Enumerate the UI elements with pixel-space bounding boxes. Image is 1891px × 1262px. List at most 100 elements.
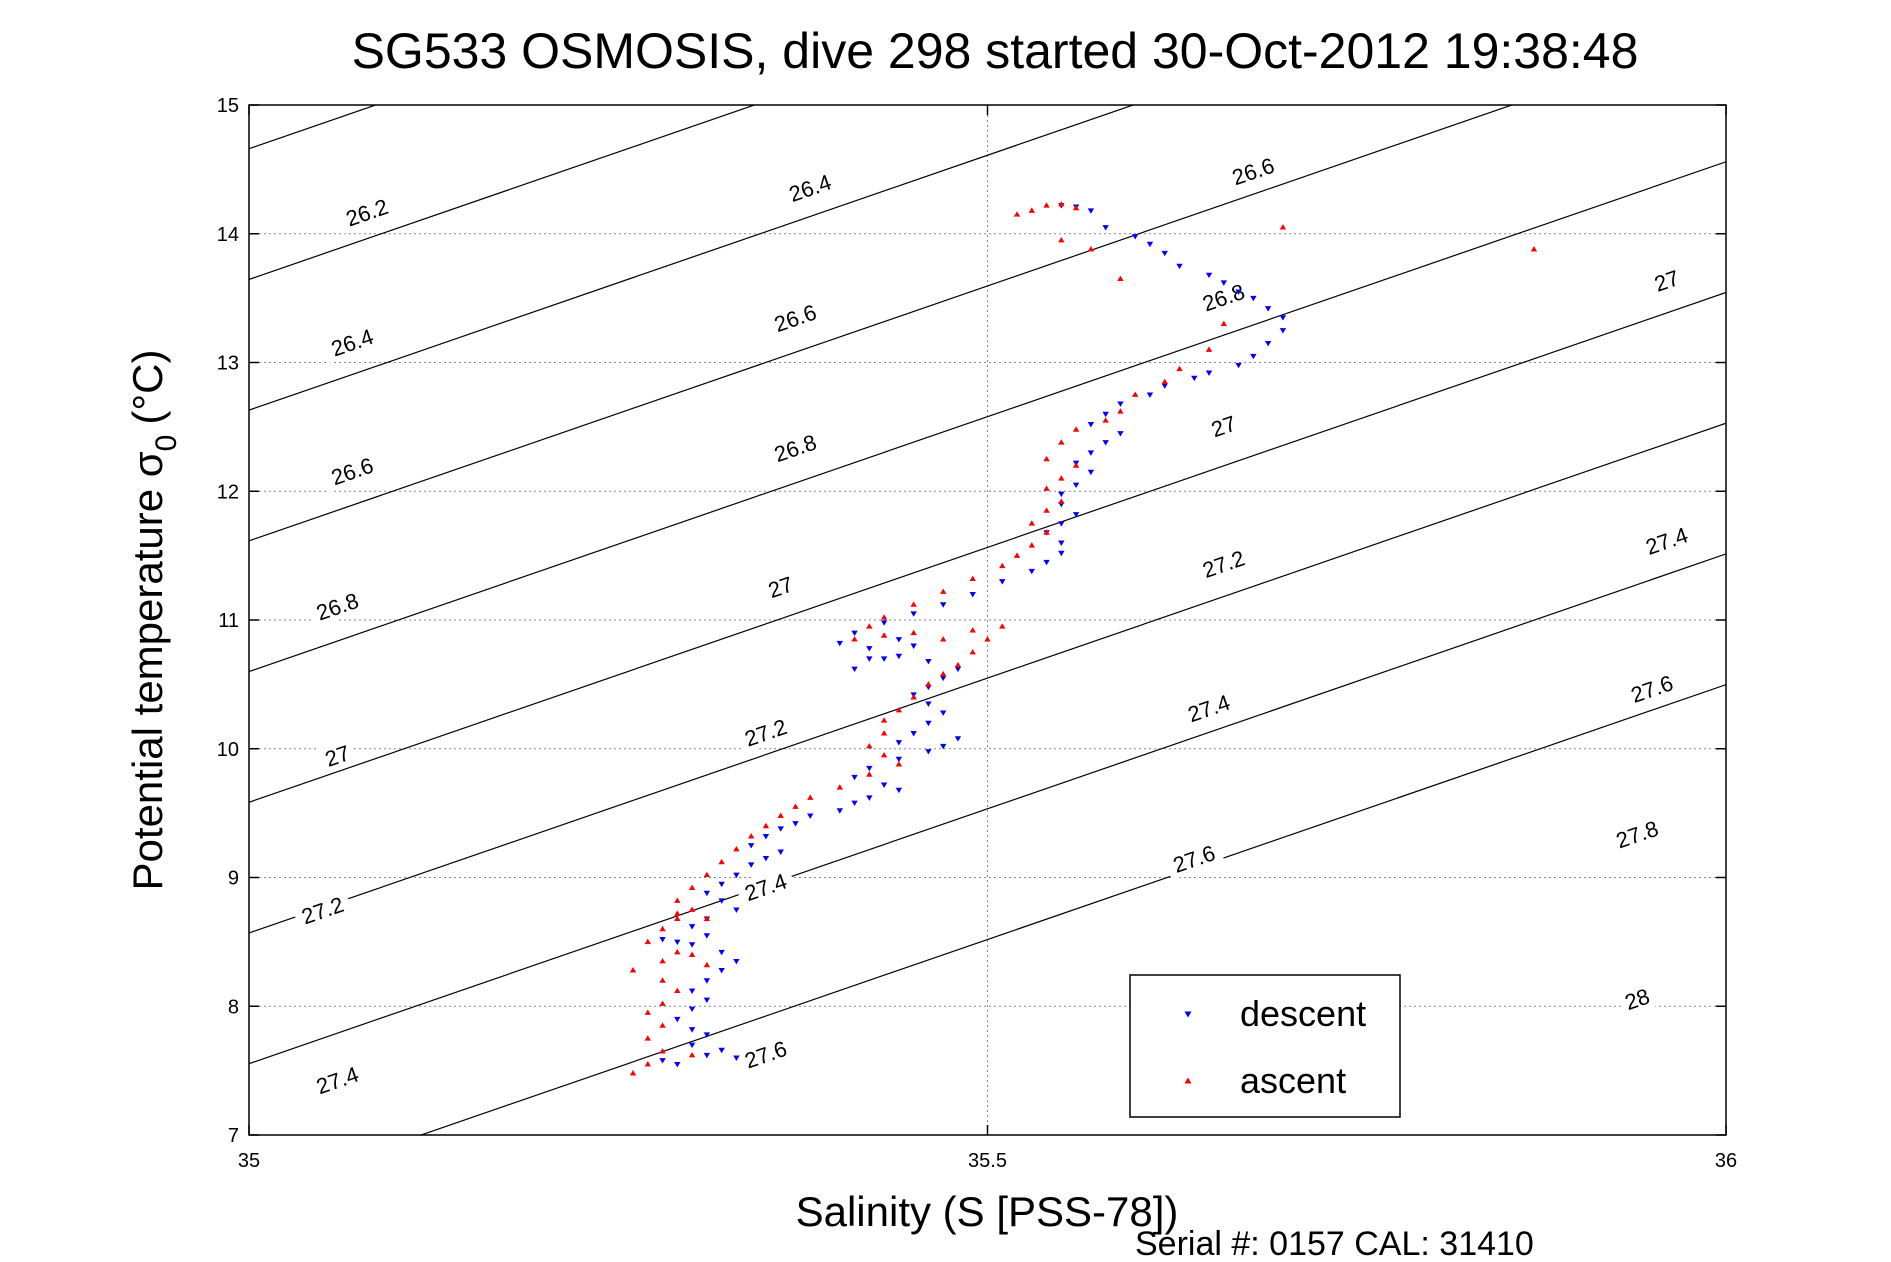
descent-point bbox=[733, 872, 740, 879]
descent-point bbox=[733, 958, 740, 965]
descent-point bbox=[851, 630, 858, 637]
descent-point bbox=[777, 849, 784, 855]
legend-entries: descent ascent bbox=[1184, 993, 1366, 1101]
y-tick-label: 9 bbox=[228, 868, 239, 890]
descent-point bbox=[1102, 411, 1109, 418]
descent-point bbox=[925, 658, 932, 665]
descent-point bbox=[718, 1047, 725, 1054]
descent-point bbox=[836, 808, 843, 814]
descent-point bbox=[851, 666, 858, 673]
descent-point bbox=[703, 978, 711, 984]
density-contour-27.4 bbox=[249, 291, 1726, 803]
descent-point bbox=[1087, 450, 1095, 456]
x-tick-label: 36 bbox=[1715, 1150, 1737, 1172]
descent-point bbox=[688, 1027, 696, 1033]
descent-point bbox=[688, 1042, 696, 1049]
descent-point bbox=[954, 666, 962, 673]
descent-point bbox=[659, 1058, 666, 1064]
ascent-point bbox=[910, 694, 917, 700]
descent-point bbox=[895, 653, 903, 660]
descent-point bbox=[1176, 263, 1183, 270]
ascent-point bbox=[1013, 211, 1021, 217]
descent-point bbox=[1028, 568, 1036, 575]
ascent-point bbox=[629, 967, 637, 973]
descent-point bbox=[925, 720, 932, 727]
ascent-point bbox=[659, 957, 666, 964]
ascent-point bbox=[1530, 246, 1538, 252]
descent-point bbox=[762, 834, 770, 840]
ascent-point bbox=[939, 588, 947, 594]
ascent-point bbox=[1102, 417, 1109, 423]
descent-point bbox=[1058, 540, 1065, 546]
descent-point bbox=[836, 640, 843, 647]
y-axis-label-unit: (°C) bbox=[124, 350, 171, 425]
descent-point bbox=[1250, 295, 1257, 302]
ascent-point bbox=[880, 751, 888, 758]
contour-label-bg bbox=[779, 166, 841, 210]
ascent-point bbox=[984, 636, 991, 642]
ascent-point bbox=[910, 629, 917, 636]
ascent-point bbox=[910, 601, 917, 607]
ascent-point bbox=[1205, 346, 1213, 352]
legend-label-descent: descent bbox=[1240, 993, 1366, 1034]
ascent-point bbox=[939, 636, 947, 642]
ascent-point bbox=[880, 632, 888, 638]
ascent-point bbox=[1043, 202, 1050, 208]
descent-point bbox=[851, 774, 858, 781]
ascent-point bbox=[629, 1070, 637, 1076]
descent-point bbox=[674, 1061, 681, 1068]
descent-point bbox=[1146, 241, 1154, 248]
contour-label-bg bbox=[1621, 667, 1683, 711]
ascent-point bbox=[733, 845, 740, 852]
ascent-point bbox=[1161, 378, 1168, 385]
ascent-point bbox=[836, 784, 843, 790]
contour-label-bg bbox=[306, 1058, 369, 1102]
contour-label-bg bbox=[321, 320, 383, 364]
ascent-point bbox=[674, 910, 681, 916]
contour-label-bg bbox=[734, 710, 797, 754]
ascent-point bbox=[1132, 391, 1139, 397]
footer-serial-cal: Serial #: 0157 CAL: 31410 bbox=[1135, 1225, 1534, 1262]
ascent-point bbox=[866, 742, 873, 749]
ascent-point bbox=[1058, 439, 1065, 445]
ascent-point bbox=[1043, 455, 1050, 462]
ascent-point bbox=[644, 1060, 651, 1067]
ascent-point bbox=[925, 681, 932, 687]
descent-point bbox=[1058, 550, 1065, 557]
legend-label-ascent: ascent bbox=[1240, 1060, 1346, 1101]
legend-marker-ascent bbox=[1184, 1077, 1192, 1084]
descent-point bbox=[1161, 383, 1168, 389]
ascent-point bbox=[644, 1009, 651, 1015]
descent-point bbox=[747, 862, 755, 868]
descent-point bbox=[866, 765, 873, 772]
contour-label-bg bbox=[1222, 149, 1284, 193]
contour-label-bg bbox=[764, 426, 826, 470]
descent-point bbox=[807, 813, 814, 819]
descent-point bbox=[718, 881, 725, 888]
descent-point bbox=[1264, 306, 1272, 312]
contour-label-bg bbox=[1163, 837, 1225, 880]
contour-label-bg bbox=[761, 569, 800, 605]
ascent-point bbox=[1028, 520, 1036, 526]
contour-label-bg bbox=[1192, 542, 1255, 586]
ascent-point bbox=[999, 562, 1006, 569]
descent-point bbox=[969, 592, 976, 598]
ascent-point bbox=[674, 897, 681, 903]
ascent-point bbox=[688, 884, 696, 891]
ascent-point bbox=[807, 794, 814, 800]
descent-point bbox=[1161, 250, 1168, 257]
descent-point bbox=[1087, 208, 1095, 214]
descent-point bbox=[895, 740, 903, 746]
ascent-point bbox=[1058, 498, 1065, 504]
ascent-point bbox=[866, 771, 873, 777]
ascent-point bbox=[703, 915, 711, 921]
y-axis-label: Potential temperature σ0 (°C) bbox=[124, 350, 183, 891]
ascent-point bbox=[674, 987, 681, 994]
descent-point bbox=[910, 611, 917, 617]
data-series bbox=[629, 200, 1538, 1076]
descent-point bbox=[866, 656, 873, 662]
descent-point bbox=[939, 743, 947, 750]
ascent-point bbox=[688, 906, 696, 912]
descent-point bbox=[1264, 340, 1272, 347]
